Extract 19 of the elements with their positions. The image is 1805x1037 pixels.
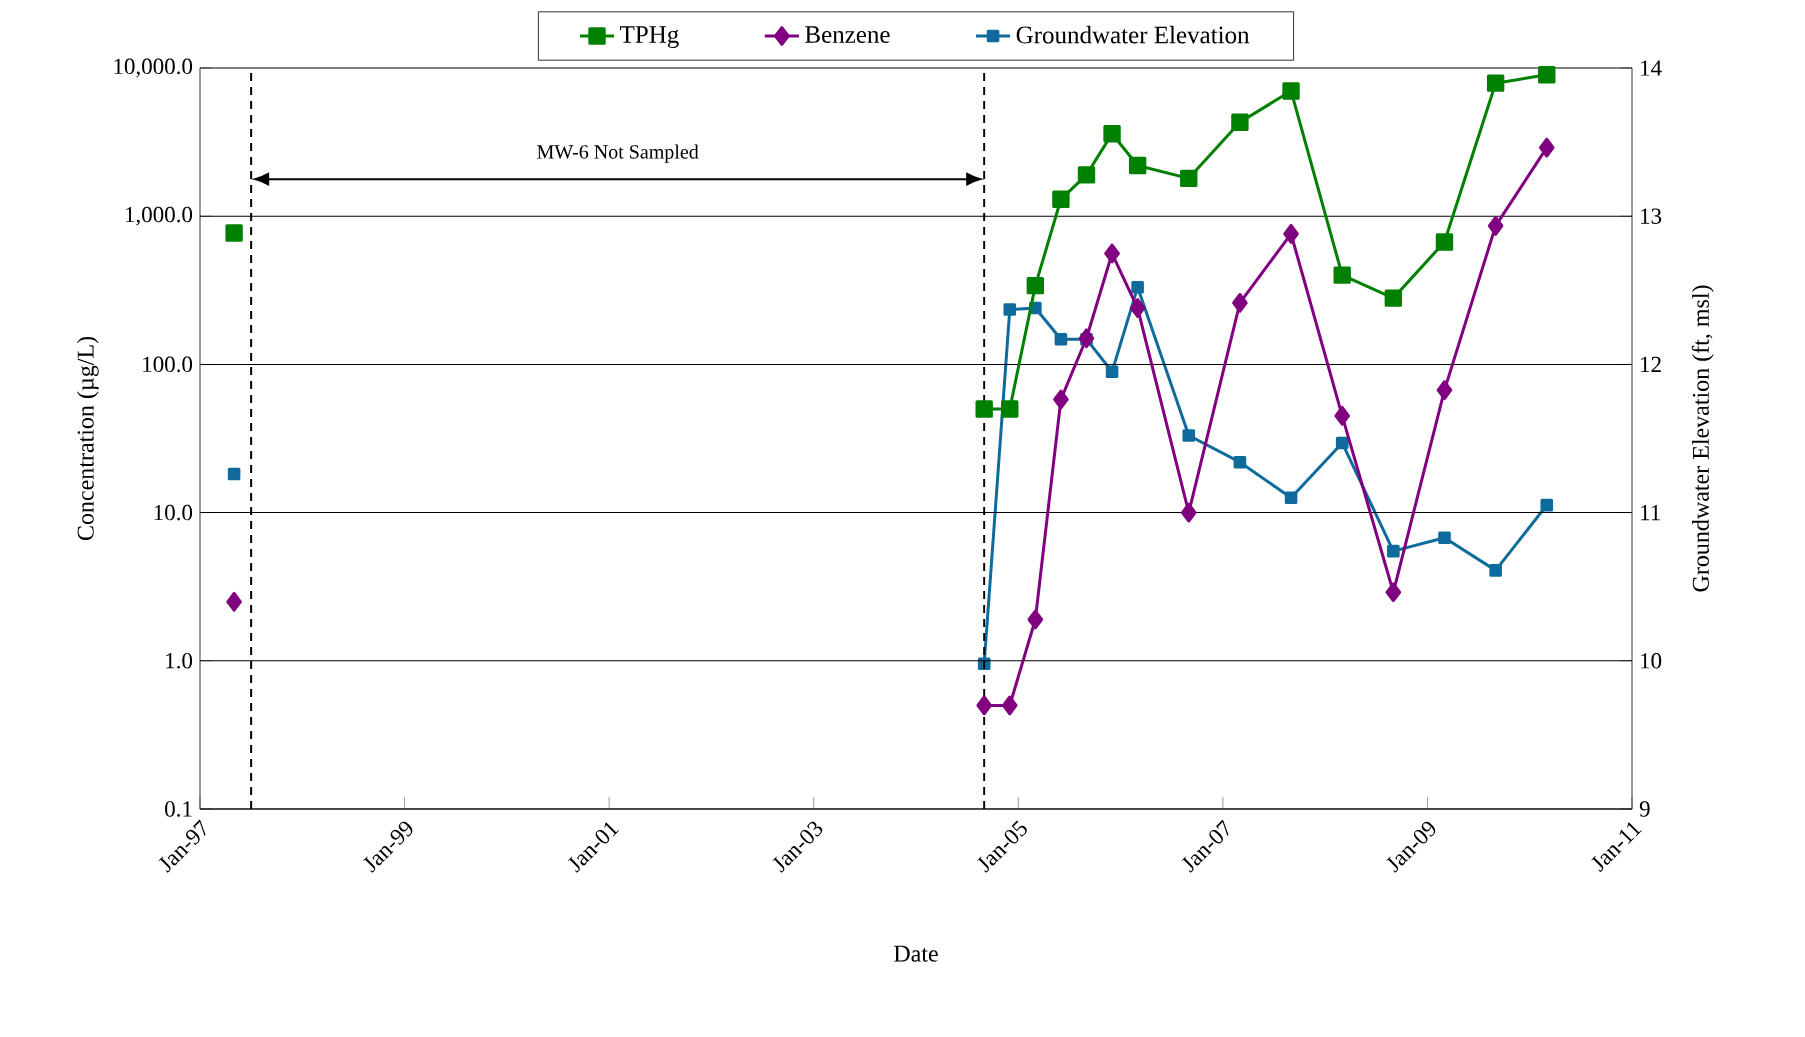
y2-tick-label: 13 xyxy=(1641,208,1662,224)
legend-label: Groundwater Elevation xyxy=(1016,25,1250,44)
y-tick-label: 1,000.0 xyxy=(125,206,193,226)
y-tick-label: 0.1 xyxy=(165,801,192,817)
y2-tick-label: 10 xyxy=(1641,653,1662,669)
x-axis-title: Date xyxy=(894,945,938,962)
y2-tick-label: 12 xyxy=(1641,356,1661,372)
y2-tick-label: 9 xyxy=(1639,801,1650,817)
y2-axis-title: Groundwater Elevation (ft, msl) xyxy=(1691,285,1714,592)
y2-tick-label: 11 xyxy=(1641,504,1660,521)
y2-tick-label: 14 xyxy=(1641,60,1662,76)
y-tick-label: 1.0 xyxy=(166,653,193,669)
legend-label: TPHg xyxy=(620,26,679,49)
y-axis-title: Concentration (µg/L) xyxy=(76,336,99,541)
y-tick-label: 100.0 xyxy=(143,356,193,373)
y-tick-label: 10.0 xyxy=(154,504,193,521)
annotation: MW-6 Not Sampled xyxy=(537,144,699,163)
y-tick-label: 10,000.0 xyxy=(114,58,193,78)
legend-label: Benzene xyxy=(805,26,890,43)
